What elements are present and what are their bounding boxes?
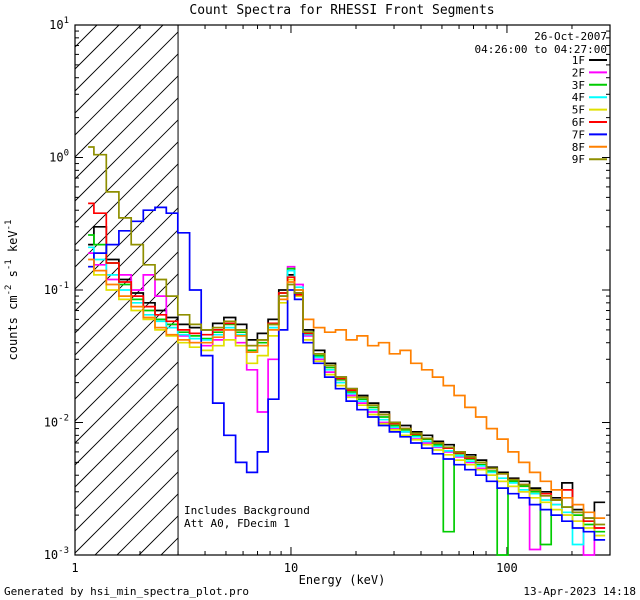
legend-label-1F: 1F	[572, 54, 585, 67]
y-tick-labels: 10-3 10-2 10-1 100 101	[44, 16, 69, 562]
y-tick-label: 10-1	[44, 281, 69, 297]
legend-date: 26-Oct-2007	[534, 30, 607, 43]
x-tick-label: 1	[71, 561, 78, 575]
y-tick-label: 10-3	[44, 546, 69, 562]
footer-timestamp: 13-Apr-2023 14:18	[523, 585, 636, 598]
annotation-attenuator-state: Att A0, FDecim 1	[184, 517, 290, 530]
y-tick-label: 101	[49, 16, 69, 32]
legend-label-6F: 6F	[572, 116, 585, 129]
legend-label-5F: 5F	[572, 104, 585, 117]
footer-generator: Generated by hsi_min_spectra_plot.pro	[4, 585, 249, 598]
legend-label-3F: 3F	[572, 79, 585, 92]
legend-label-4F: 4F	[572, 91, 585, 104]
annotation-includes-background: Includes Background	[184, 504, 310, 517]
x-axis-label: Energy (keV)	[299, 573, 386, 587]
series-6F-line	[88, 202, 606, 529]
legend-label-2F: 2F	[572, 66, 585, 79]
chart-title: Count Spectra for RHESSI Front Segments	[189, 3, 494, 18]
legend-label-7F: 7F	[572, 128, 585, 141]
y-tick-label: 100	[49, 149, 69, 165]
axis-ticks	[74, 24, 610, 556]
y-axis-label-text: counts cm-2 s-1 keV-1	[4, 220, 20, 361]
series-2F-line	[88, 252, 606, 556]
series-8F-line	[88, 258, 606, 519]
series-1F-line	[88, 225, 606, 519]
x-tick-label: 100	[496, 561, 518, 575]
y-axis-label: counts cm-2 s-1 keV-1	[4, 220, 20, 361]
series-9F-line	[88, 146, 606, 526]
legend-label-8F: 8F	[572, 141, 585, 154]
spectra-series	[88, 146, 606, 556]
x-tick-label: 10	[284, 561, 298, 575]
y-tick-label: 10-2	[44, 414, 69, 430]
legend-label-9F: 9F	[572, 153, 585, 166]
series-7F-line	[88, 206, 606, 541]
legend-time-range: 04:26:00 to 04:27:00	[475, 43, 607, 56]
x-tick-labels: 1 10 100	[71, 561, 517, 575]
